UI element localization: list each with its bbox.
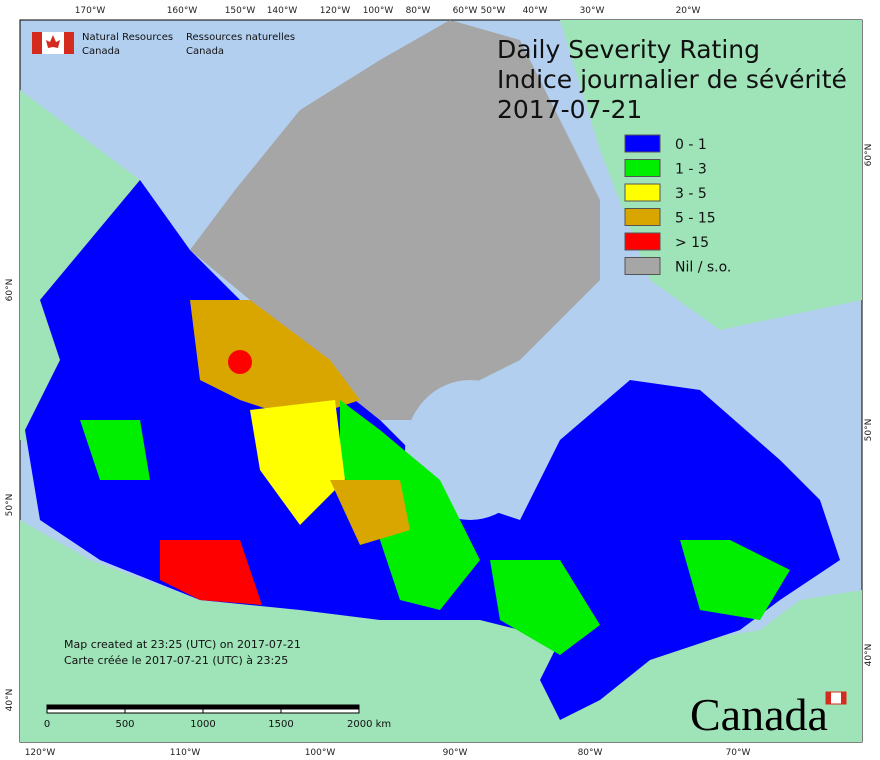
wordmark: Canada [690, 689, 828, 740]
longitude-label: 110°W [170, 748, 201, 758]
scale-segment [124, 704, 204, 710]
scale-bar: 0 500 1000 1500 2000 km [44, 704, 391, 730]
flag-bar [32, 32, 42, 54]
region [250, 400, 345, 525]
longitude-label: 170°W [75, 6, 106, 16]
region [490, 560, 600, 655]
longitude-label: 30°W [580, 6, 605, 16]
longitude-label: 50°W [481, 6, 506, 16]
legend-label: 0 - 1 [675, 137, 707, 153]
longitude-label: 100°W [363, 6, 394, 16]
region [228, 350, 252, 374]
scale-segment [46, 708, 126, 714]
legend-swatch [624, 208, 661, 226]
legend-swatch [624, 134, 661, 153]
longitude-label: 20°W [676, 6, 701, 16]
scale-label: 2000 km [347, 719, 391, 730]
flag-bar [841, 692, 846, 704]
usa [20, 520, 862, 742]
longitude-label: 40°W [523, 6, 548, 16]
scale-segment [46, 704, 126, 710]
region [680, 540, 790, 620]
maple-leaf [46, 35, 60, 48]
longitude-label: 60°W [453, 6, 478, 16]
legend-label: Nil / s.o. [675, 260, 731, 276]
scale-segment [202, 708, 282, 714]
longitude-label: 80°W [578, 748, 603, 758]
title: Daily Severity Rating [497, 35, 760, 64]
flag-bar [826, 692, 831, 704]
wordmark-flag [825, 691, 847, 705]
legend-swatch [624, 257, 661, 275]
legend: 0 - 1 1 - 3 3 - 5 5 - 15 > 15 Nil / s.o. [624, 134, 731, 276]
agency: Canada [82, 46, 120, 57]
longitude-label: 100°W [305, 748, 336, 758]
legend-swatch [624, 183, 661, 202]
latitude-label: 60°N [5, 279, 15, 302]
longitude-label: 150°W [225, 6, 256, 16]
title: 2017-07-21 [497, 95, 642, 124]
longitude-label: 160°W [167, 6, 198, 16]
arctic [190, 20, 600, 420]
longitude-label: 120°W [25, 748, 56, 758]
longitude-label: 140°W [267, 6, 298, 16]
scale-label: 1000 [190, 719, 215, 730]
legend-label: 1 - 3 [675, 162, 707, 178]
agency: Canada [186, 46, 224, 57]
longitude-label: 70°W [726, 748, 751, 758]
latitude-label: 60°N [864, 144, 874, 167]
longitude-label: 90°W [443, 748, 468, 758]
scale-segment [280, 708, 360, 714]
logo: Natural Resources Canada Ressources natu… [32, 32, 295, 57]
region [160, 540, 262, 605]
latitude-label: 40°N [5, 689, 15, 712]
legend-label: > 15 [675, 235, 709, 251]
scale-segment [280, 704, 360, 710]
graticule: 170°W 160°W 150°W 140°W 120°W 100°W 80°W 60°W 50… [5, 6, 874, 758]
greenland [560, 20, 862, 330]
scale-label: 0 [44, 719, 50, 730]
legend-swatch [624, 159, 661, 177]
flag-bar [64, 32, 74, 54]
map-body [19, 19, 863, 743]
longitude-label: 120°W [320, 6, 351, 16]
region [190, 300, 360, 420]
scale-label: 500 [115, 719, 134, 730]
note: Map created at 23:25 (UTC) on 2017-07-21 [64, 638, 301, 651]
agency: Natural Resources [82, 32, 173, 43]
title: Indice journalier de sévérité [497, 65, 847, 94]
legend-label: 3 - 5 [675, 186, 707, 202]
legend-swatch [624, 232, 661, 251]
legend-label: 5 - 15 [675, 211, 716, 227]
latitude-label: 50°N [5, 494, 15, 517]
note: Carte créée le 2017-07-21 (UTC) à 23:25 [64, 654, 288, 667]
scale-label: 1500 [268, 719, 293, 730]
scale-segment [124, 708, 204, 714]
region [80, 420, 150, 480]
latitude-label: 50°N [864, 419, 874, 442]
agency: Ressources naturelles [186, 32, 295, 43]
longitude-label: 80°W [406, 6, 431, 16]
region [340, 400, 480, 610]
region [330, 480, 410, 545]
latitude-label: 40°N [864, 644, 874, 667]
scale-segment [202, 704, 282, 710]
